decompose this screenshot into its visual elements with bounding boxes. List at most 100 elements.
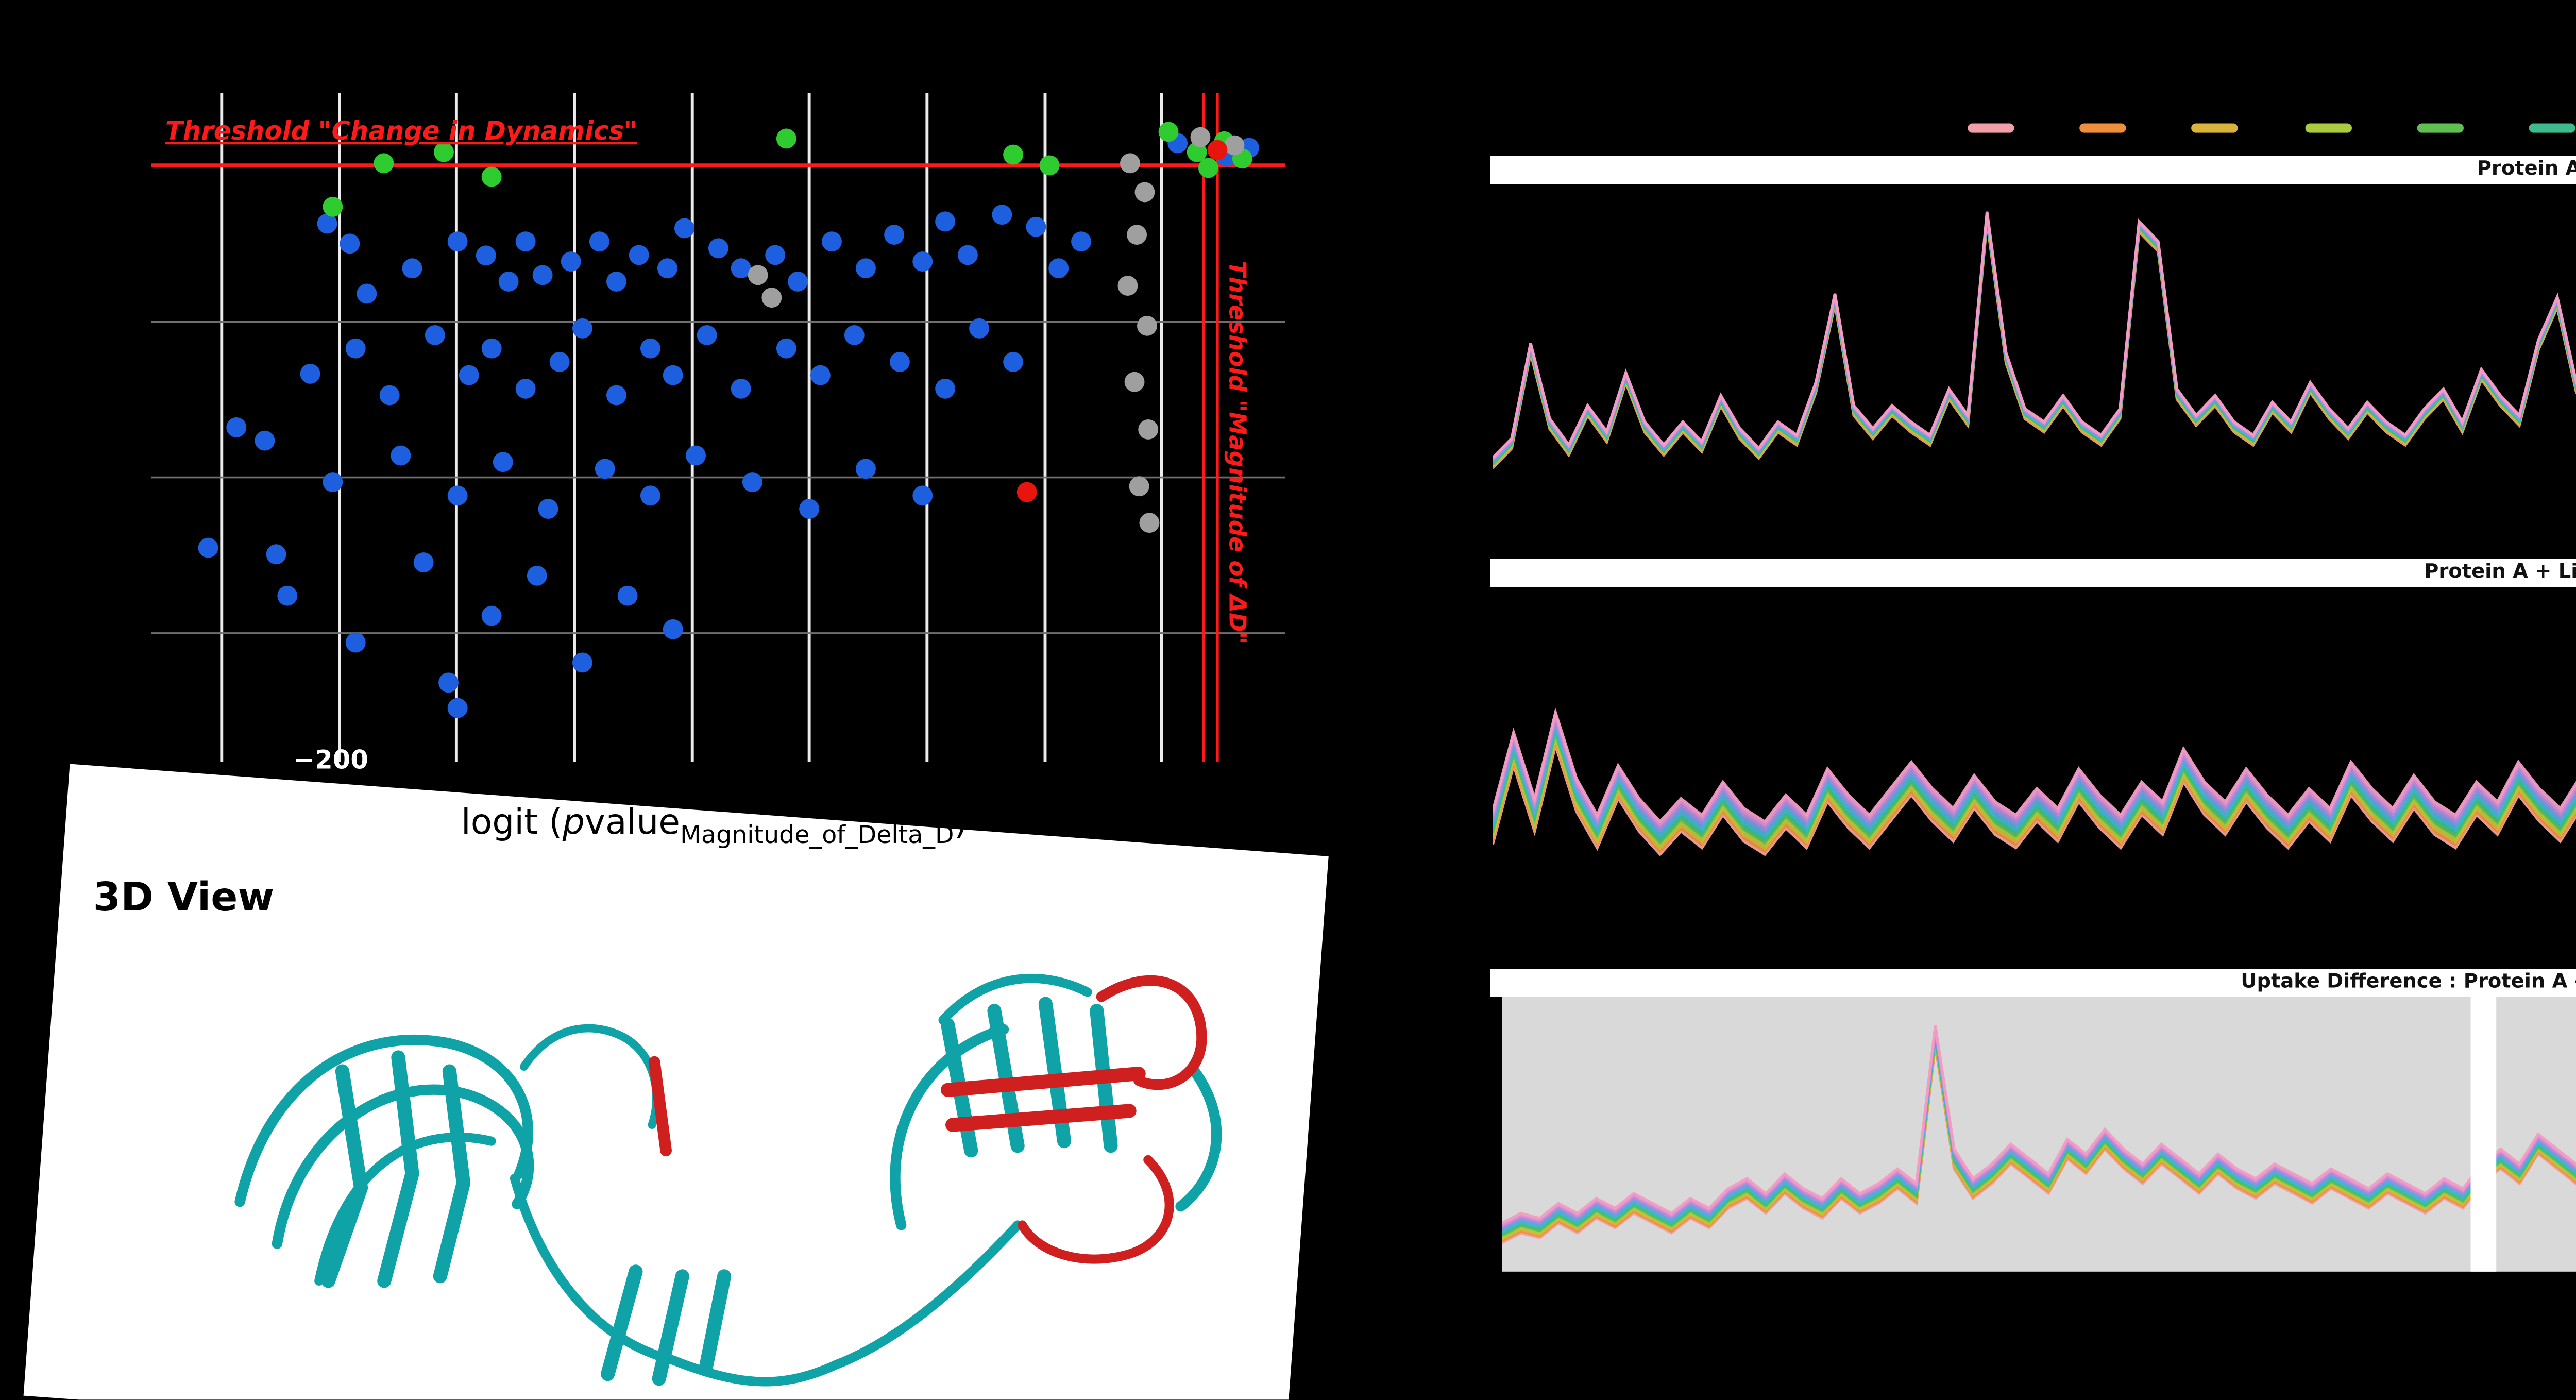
scatter-point-blue[interactable]	[572, 318, 592, 339]
series-line[interactable]	[1493, 610, 2576, 827]
scatter-point-blue[interactable]	[663, 365, 683, 385]
scatter-point-gray[interactable]	[1137, 315, 1157, 336]
scatter-point-blue[interactable]	[697, 325, 717, 345]
scatter-point-gray[interactable]	[1127, 225, 1147, 245]
scatter-point-blue[interactable]	[266, 544, 286, 565]
scatter-point-blue[interactable]	[589, 231, 609, 252]
scatter-point-blue[interactable]	[912, 485, 933, 506]
scatter-point-blue[interactable]	[731, 378, 751, 399]
scatter-point-blue[interactable]	[640, 338, 660, 359]
scatter-point-blue[interactable]	[515, 231, 536, 252]
scatter-point-blue[interactable]	[198, 537, 218, 558]
legend-swatch[interactable]	[2416, 123, 2463, 133]
scatter-point-gray[interactable]	[1190, 127, 1211, 147]
scatter-point-blue[interactable]	[856, 258, 876, 279]
scatter-point-blue[interactable]	[617, 585, 638, 606]
scatter-point-blue[interactable]	[402, 258, 422, 279]
scatter-point-gray[interactable]	[1117, 276, 1138, 296]
scatter-point-blue[interactable]	[742, 472, 762, 493]
scatter-point-blue[interactable]	[935, 211, 956, 232]
series-line[interactable]	[1493, 610, 2576, 830]
volcano-plot[interactable]: Threshold "Change in Dynamics" Threshold…	[151, 93, 1285, 762]
legend-swatch[interactable]	[2192, 123, 2239, 133]
series-line[interactable]	[1493, 220, 2576, 488]
scatter-point-blue[interactable]	[493, 452, 513, 473]
scatter-point-blue[interactable]	[538, 499, 558, 519]
scatter-point-blue[interactable]	[1048, 258, 1069, 279]
scatter-point-gray[interactable]	[1124, 372, 1145, 392]
scatter-point-blue[interactable]	[657, 258, 677, 279]
scatter-point-blue[interactable]	[340, 233, 360, 254]
scatter-point-blue[interactable]	[606, 272, 626, 292]
scatter-point-blue[interactable]	[447, 698, 468, 718]
series-line[interactable]	[1493, 616, 2576, 839]
legend-swatch[interactable]	[2304, 123, 2351, 133]
scatter-point-blue[interactable]	[844, 325, 865, 345]
uptake-difference-chart[interactable]	[1502, 997, 2576, 1271]
scatter-point-red[interactable]	[1207, 140, 1228, 160]
scatter-point-blue[interactable]	[708, 238, 728, 259]
scatter-point-blue[interactable]	[438, 672, 459, 693]
scatter-point-gray[interactable]	[761, 288, 782, 308]
scatter-point-green[interactable]	[776, 128, 796, 149]
series-line[interactable]	[1493, 645, 2576, 851]
scatter-point-green[interactable]	[481, 166, 502, 187]
scatter-point-gray[interactable]	[1138, 419, 1159, 440]
uptake-chart-protein-a-ligand[interactable]	[1493, 589, 2576, 948]
scatter-point-blue[interactable]	[992, 205, 1012, 225]
scatter-point-blue[interactable]	[413, 552, 434, 572]
series-line[interactable]	[1493, 221, 2576, 507]
protein-structure[interactable]	[175, 927, 1293, 1400]
scatter-point-blue[interactable]	[776, 338, 796, 359]
scatter-point-blue[interactable]	[481, 605, 502, 626]
scatter-point-blue[interactable]	[935, 378, 956, 399]
scatter-point-blue[interactable]	[515, 378, 536, 399]
scatter-point-blue[interactable]	[300, 363, 320, 384]
uptake-difference-panel[interactable]	[1502, 997, 2576, 1272]
scatter-point-blue[interactable]	[459, 365, 479, 385]
scatter-point-blue[interactable]	[226, 417, 247, 437]
scatter-point-blue[interactable]	[1026, 216, 1046, 237]
series-line[interactable]	[1493, 631, 2576, 845]
scatter-point-gray[interactable]	[1134, 182, 1155, 203]
scatter-point-green[interactable]	[1158, 122, 1179, 142]
legend-swatch[interactable]	[2079, 123, 2127, 133]
scatter-point-green[interactable]	[323, 196, 343, 217]
scatter-point-green[interactable]	[1039, 155, 1060, 176]
scatter-point-blue[interactable]	[640, 485, 660, 506]
scatter-point-green[interactable]	[1198, 158, 1218, 178]
scatter-point-blue[interactable]	[686, 445, 706, 466]
scatter-point-blue[interactable]	[629, 245, 649, 265]
scatter-point-blue[interactable]	[345, 338, 366, 359]
scatter-point-blue[interactable]	[731, 258, 751, 279]
scatter-point-green[interactable]	[434, 142, 454, 162]
scatter-point-blue[interactable]	[856, 459, 876, 479]
scatter-point-blue[interactable]	[255, 430, 275, 451]
series-line[interactable]	[1502, 1025, 2576, 1225]
scatter-point-blue[interactable]	[788, 272, 808, 292]
scatter-point-blue[interactable]	[810, 365, 831, 385]
scatter-point-blue[interactable]	[549, 351, 570, 372]
scatter-point-green[interactable]	[1003, 144, 1024, 165]
scatter-point-blue[interactable]	[391, 445, 411, 466]
scatter-point-blue[interactable]	[498, 272, 519, 292]
scatter-point-blue[interactable]	[345, 632, 366, 653]
scatter-point-blue[interactable]	[822, 231, 842, 252]
series-line[interactable]	[1493, 638, 2576, 848]
legend-swatch[interactable]	[1968, 123, 2014, 133]
scatter-point-blue[interactable]	[765, 245, 786, 265]
scatter-point-blue[interactable]	[1071, 231, 1091, 252]
series-line[interactable]	[1493, 610, 2576, 824]
scatter-point-blue[interactable]	[957, 245, 978, 265]
scatter-point-blue[interactable]	[277, 585, 298, 606]
series-line[interactable]	[1493, 610, 2576, 833]
scatter-point-blue[interactable]	[425, 325, 445, 345]
scatter-point-gray[interactable]	[1139, 513, 1160, 533]
scatter-point-blue[interactable]	[357, 283, 377, 304]
scatter-point-green[interactable]	[374, 153, 394, 174]
scatter-point-blue[interactable]	[323, 472, 343, 493]
scatter-point-gray[interactable]	[748, 265, 768, 285]
scatter-point-blue[interactable]	[890, 351, 910, 372]
scatter-point-blue[interactable]	[447, 485, 468, 506]
scatter-point-gray[interactable]	[1120, 153, 1140, 174]
